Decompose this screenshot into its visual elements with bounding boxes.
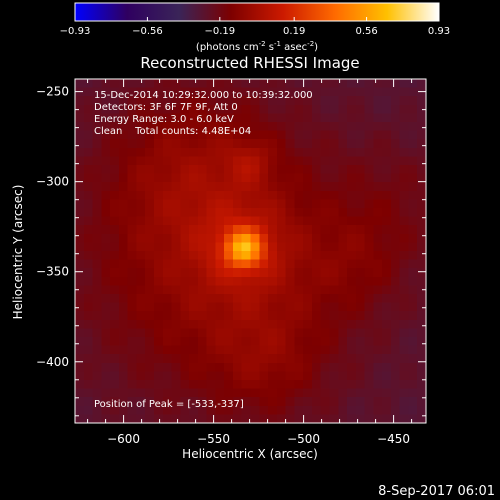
annotation-energy-range: Energy Range: 3.0 - 6.0 keV [94,114,234,125]
colorbar-tick-label: 0.19 [283,26,305,37]
heatmap-image [75,79,426,423]
x-tick-label: −550 [197,432,230,446]
y-axis-label: Heliocentric Y (arcsec) [11,185,25,320]
colorbar-bar [74,2,440,22]
colorbar-tick-label: 0.93 [428,26,450,37]
y-tick-label: −350 [36,265,69,279]
annotation-block: 15-Dec-2014 10:29:32.000 to 10:39:32.000… [94,90,313,137]
x-axis-ticks: −600 −550 −500 −450 [87,79,413,446]
plot-frame [74,78,427,424]
annotation-detectors: Detectors: 3F 6F 7F 9F, Att 0 [94,102,238,113]
annotation-time-range: 15-Dec-2014 10:29:32.000 to 10:39:32.000 [94,90,313,101]
x-tick-label: −450 [377,432,410,446]
annotation-clean-counts: Clean Total counts: 4.48E+04 [94,126,251,137]
colorbar-unit-label: (photons cm-2 s-1 asec-2) [196,40,318,53]
colorbar-tick-label: −0.19 [204,26,235,37]
colorbar: −0.93 −0.56 −0.19 0.19 0.56 0.93 (photons cm-… [60,2,450,53]
colorbar-tick-label: 0.56 [355,26,377,37]
colorbar-ticks: −0.93 −0.56 −0.19 0.19 0.56 0.93 [60,17,450,37]
x-tick-label: −500 [287,432,320,446]
peak-position-label: Position of Peak = [-533,-337] [94,399,244,410]
footer-date: 8-Sep-2017 06:01 [378,484,495,499]
y-tick-label: −250 [36,85,69,99]
y-tick-label: −400 [36,355,69,369]
y-tick-label: −300 [36,175,69,189]
y-axis-ticks: −250 −300 −350 −400 [36,85,426,417]
colorbar-tick-label: −0.56 [132,26,163,37]
x-axis-label: Heliocentric X (arcsec) [182,447,318,461]
chart-title: Reconstructed RHESSI Image [140,54,359,72]
colorbar-tick-label: −0.93 [60,26,91,37]
x-tick-label: −600 [107,432,140,446]
